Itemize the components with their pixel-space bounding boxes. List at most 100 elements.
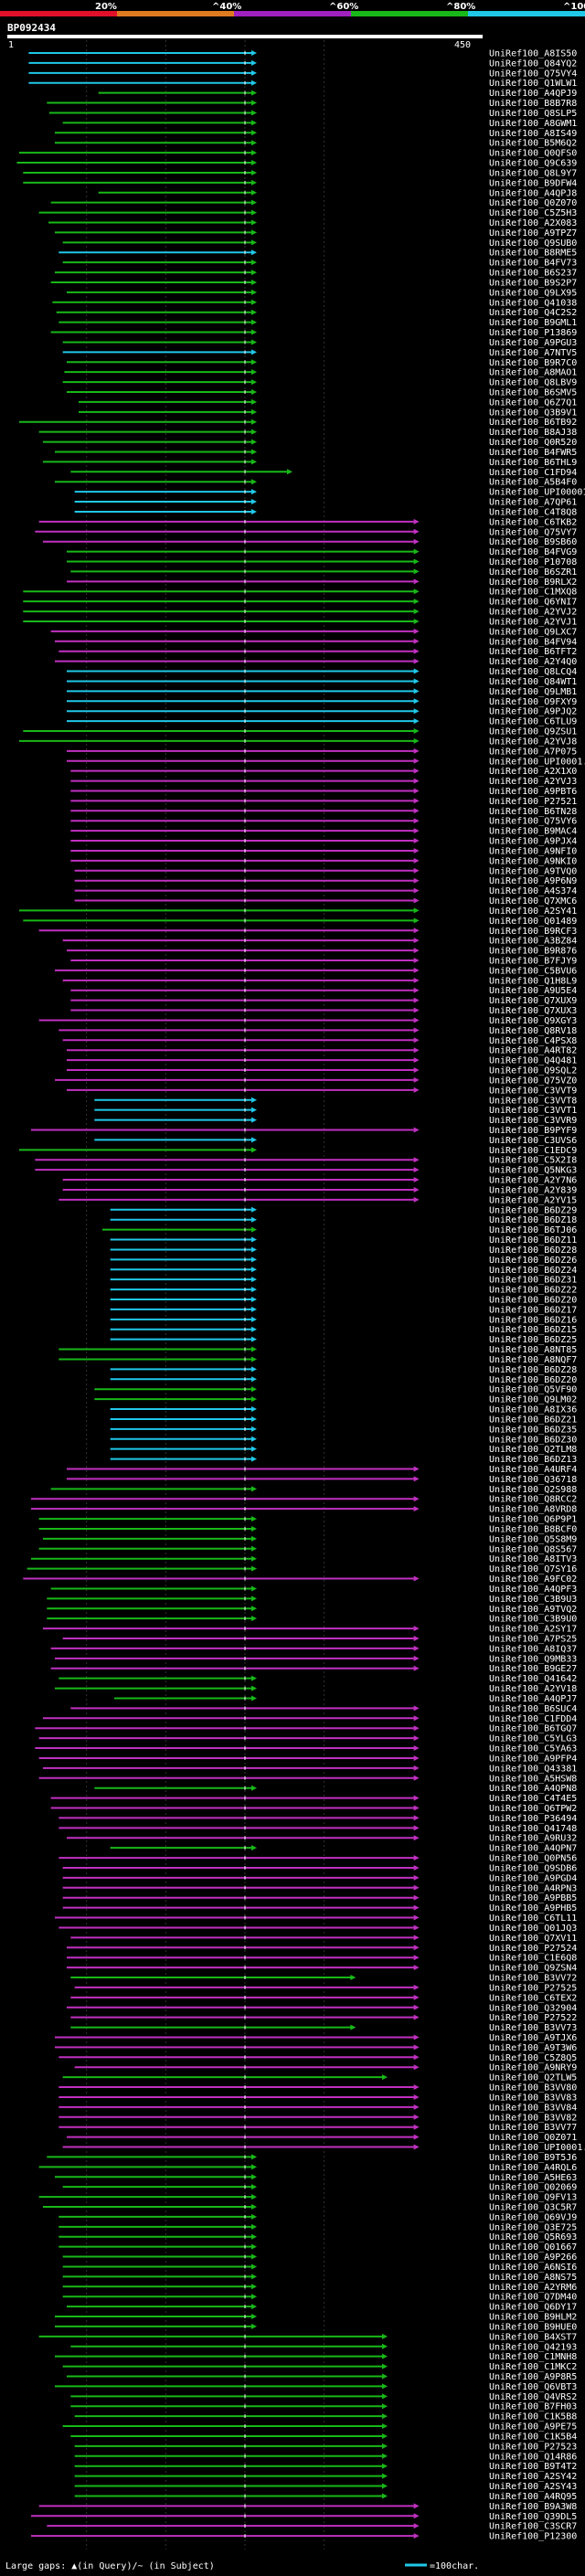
hit-label[interactable]: UniRef100_A2YVJ8	[489, 737, 577, 747]
hit-label[interactable]: UniRef100_C3VVT9	[489, 1086, 577, 1096]
hit-label[interactable]: UniRef100_A7NTV5	[489, 348, 577, 358]
hit-label[interactable]: UniRef100_A9PE75	[489, 2422, 577, 2433]
hit-label[interactable]: UniRef100_A2YVJ2	[489, 608, 577, 618]
hit-label[interactable]: UniRef100_B9HLM2	[489, 2313, 577, 2323]
hit-label[interactable]: UniRef100_B6THL9	[489, 458, 577, 468]
hit-label[interactable]: UniRef100_A9PBT6	[489, 787, 577, 797]
hit-label[interactable]: UniRef100_B6TJ06	[489, 1225, 577, 1235]
hit-label[interactable]: UniRef100_A9PFP4	[489, 1754, 577, 1764]
hit-label[interactable]: UniRef100_A9NKI0	[489, 856, 577, 866]
hit-label[interactable]: UniRef100_Q6YNI7	[489, 598, 577, 608]
hit-label[interactable]: UniRef100_A8IQ37	[489, 1644, 577, 1654]
hit-label[interactable]: UniRef100_B6DZ28	[489, 1246, 577, 1256]
hit-label[interactable]: UniRef100_B6DZ30	[489, 1435, 577, 1445]
hit-label[interactable]: UniRef100_A9U5E4	[489, 986, 577, 996]
hit-label[interactable]: UniRef100_A8VRD8	[489, 1505, 577, 1515]
hit-label[interactable]: UniRef100_A5B4F0	[489, 478, 577, 488]
hit-label[interactable]: UniRef100_A8NT85	[489, 1345, 577, 1355]
hit-label[interactable]: UniRef100_B8BCF0	[489, 1524, 577, 1534]
hit-label[interactable]: UniRef100_A9P6N9	[489, 876, 577, 886]
hit-label[interactable]: UniRef100_B9RCF3	[489, 927, 577, 937]
hit-label[interactable]: UniRef100_B9R876	[489, 947, 577, 957]
hit-label[interactable]: UniRef100_C6TKB2	[489, 517, 577, 527]
hit-label[interactable]: UniRef100_C1E6Q8	[489, 1954, 577, 1964]
hit-label[interactable]: UniRef100_Q01489	[489, 917, 577, 927]
hit-label[interactable]: UniRef100_P27523	[489, 2442, 577, 2452]
hit-label[interactable]: UniRef100_C1K5B4	[489, 2432, 577, 2442]
hit-label[interactable]: UniRef100_Q9FV13	[489, 2193, 577, 2203]
hit-label[interactable]: UniRef100_B6TB92	[489, 418, 577, 428]
hit-label[interactable]: UniRef100_B4XST7	[489, 2332, 577, 2342]
hit-label[interactable]: UniRef100_Q84WT1	[489, 677, 577, 687]
hit-label[interactable]: UniRef100_Q8LCQ4	[489, 667, 577, 677]
hit-label[interactable]: UniRef100_A2X1X0	[489, 767, 577, 777]
hit-label[interactable]: UniRef100_C5Z8Q5	[489, 2053, 577, 2063]
hit-label[interactable]: UniRef100_B6SZR1	[489, 567, 577, 578]
hit-label[interactable]: UniRef100_A9TPZ7	[489, 228, 577, 239]
hit-label[interactable]: UniRef100_Q9LXC7	[489, 627, 577, 637]
hit-label[interactable]: UniRef100_C6TLU9	[489, 717, 577, 727]
hit-label[interactable]: UniRef100_C1EDC9	[489, 1146, 577, 1156]
hit-label[interactable]: UniRef100_Q6TPW2	[489, 1804, 577, 1814]
hit-label[interactable]: UniRef100_A4QPJ8	[489, 188, 577, 198]
hit-label[interactable]: UniRef100_Q14R86	[489, 2452, 577, 2462]
hit-label[interactable]: UniRef100_P27521	[489, 797, 577, 807]
hit-label[interactable]: UniRef100_A8IX36	[489, 1405, 577, 1415]
hit-label[interactable]: UniRef100_P12300	[489, 2532, 577, 2542]
hit-label[interactable]: UniRef100_A9P266	[489, 2253, 577, 2263]
hit-label[interactable]: UniRef100_B6TN28	[489, 807, 577, 817]
hit-label[interactable]: UniRef100_A4RQ95	[489, 2492, 577, 2502]
hit-label[interactable]: UniRef100_B3VV73	[489, 2023, 577, 2033]
hit-label[interactable]: UniRef100_Q9SQL2	[489, 1066, 577, 1076]
hit-label[interactable]: UniRef100_C4PSX8	[489, 1036, 577, 1046]
hit-label[interactable]: UniRef100_Q7XUX3	[489, 1006, 577, 1016]
hit-label[interactable]: UniRef100_Q9MB33	[489, 1654, 577, 1664]
hit-label[interactable]: UniRef100_C3VVT8	[489, 1096, 577, 1106]
hit-label[interactable]: UniRef100_A9P8R5	[489, 2372, 577, 2382]
hit-label[interactable]: UniRef100_Q6P9P1	[489, 1515, 577, 1525]
hit-label[interactable]: UniRef100_P27525	[489, 1983, 577, 1993]
hit-label[interactable]: UniRef100_B9GE27	[489, 1664, 577, 1674]
hit-label[interactable]: UniRef100_B3VV82	[489, 2113, 577, 2123]
hit-label[interactable]: UniRef100_Q01667	[489, 2242, 577, 2253]
hit-label[interactable]: UniRef100_A4RPN3	[489, 1883, 577, 1893]
hit-label[interactable]: UniRef100_A8IS50	[489, 49, 577, 59]
hit-label[interactable]: UniRef100_Q9LX95	[489, 288, 577, 298]
hit-label[interactable]: UniRef100_A9PGU3	[489, 338, 577, 348]
hit-label[interactable]: UniRef100_Q41038	[489, 298, 577, 308]
hit-label[interactable]: UniRef100_Q9SDB6	[489, 1863, 577, 1873]
hit-label[interactable]: UniRef100_C3UVS6	[489, 1136, 577, 1146]
hit-label[interactable]: UniRef100_Q4C2S2	[489, 308, 577, 318]
hit-label[interactable]: UniRef100_C6TEX2	[489, 1993, 577, 2003]
hit-label[interactable]: UniRef100_B6DZ26	[489, 1256, 577, 1266]
hit-label[interactable]: UniRef100_A5HSW8	[489, 1774, 577, 1784]
hit-label[interactable]: UniRef100_P27524	[489, 1944, 577, 1954]
hit-label[interactable]: UniRef100_A2SY17	[489, 1625, 577, 1635]
hit-label[interactable]: UniRef100_B4FWR5	[489, 448, 577, 458]
hit-label[interactable]: UniRef100_Q9XGY3	[489, 1016, 577, 1026]
hit-label[interactable]: UniRef100_B3VV83	[489, 2093, 577, 2103]
hit-label[interactable]: UniRef100_C1FD94	[489, 468, 577, 478]
hit-label[interactable]: UniRef100_B9S2P7	[489, 278, 577, 288]
hit-label[interactable]: UniRef100_C3SCR7	[489, 2522, 577, 2532]
hit-label[interactable]: UniRef100_C1FDD4	[489, 1714, 577, 1724]
hit-label[interactable]: UniRef100_C5Z5H3	[489, 208, 577, 218]
hit-label[interactable]: UniRef100_A4QPJ9	[489, 89, 577, 99]
hit-label[interactable]: UniRef100_B3VV77	[489, 2123, 577, 2133]
hit-label[interactable]: UniRef100_B6DZ31	[489, 1276, 577, 1286]
hit-label[interactable]: UniRef100_C6TL11	[489, 1913, 577, 1924]
hit-label[interactable]: UniRef100_Q6DY17	[489, 2303, 577, 2313]
hit-label[interactable]: UniRef100_A2SY42	[489, 2472, 577, 2482]
hit-label[interactable]: UniRef100_B6DZ18	[489, 1215, 577, 1225]
hit-label[interactable]: UniRef100_B6DZ13	[489, 1455, 577, 1465]
hit-label[interactable]: UniRef100_P36494	[489, 1814, 577, 1824]
hit-label[interactable]: UniRef100_Q8RCC2	[489, 1495, 577, 1505]
hit-label[interactable]: UniRef100_B3VV72	[489, 1974, 577, 1984]
hit-label[interactable]: UniRef100_A9PJQ2	[489, 707, 577, 717]
hit-label[interactable]: UniRef100_Q43381	[489, 1764, 577, 1774]
hit-label[interactable]: UniRef100_Q7SY16	[489, 1564, 577, 1574]
hit-label[interactable]: UniRef100_A2SY43	[489, 2482, 577, 2492]
hit-label[interactable]: UniRef100_Q0PN56	[489, 1854, 577, 1864]
hit-label[interactable]: UniRef100_Q8SLP5	[489, 109, 577, 119]
hit-label[interactable]: UniRef100_Q5NKG3	[489, 1166, 577, 1176]
